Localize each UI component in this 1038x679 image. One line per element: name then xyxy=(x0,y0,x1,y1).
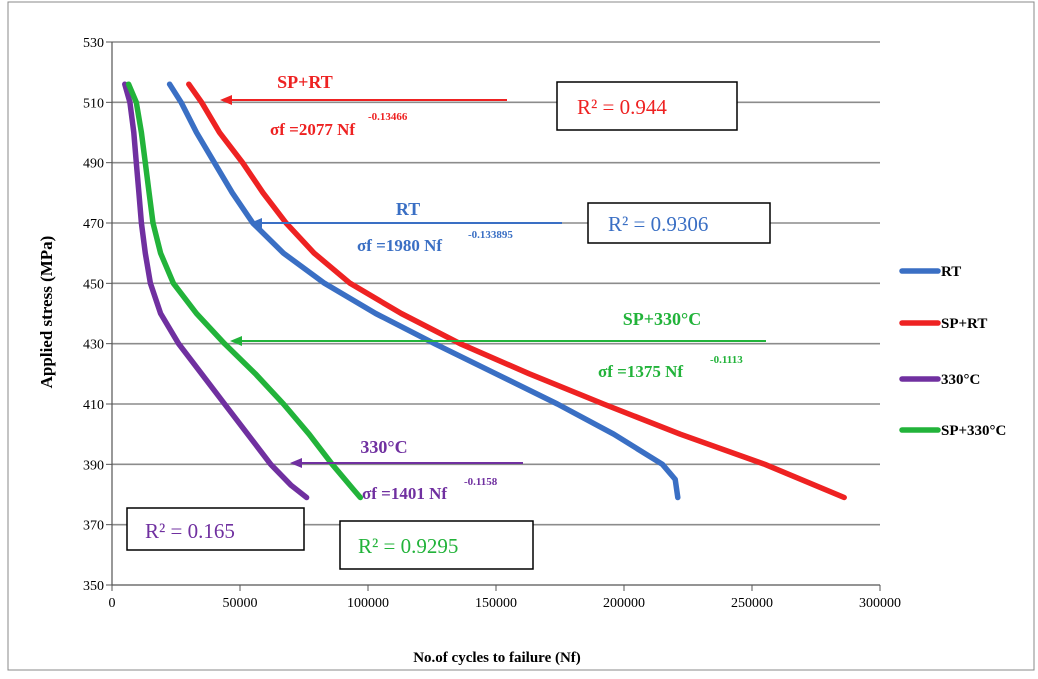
arrow-head xyxy=(290,458,302,468)
legend-item-330-c: 330°C xyxy=(899,372,980,388)
x-axis-label: No.of cycles to failure (Nf) xyxy=(413,650,581,666)
annotation-sp-rt: SP+RT σf =2077 Nf -0.13466 R² = 0.944 xyxy=(220,72,738,139)
axes: 350 370 390 410 430 450 470 490 510 530 0 50000 1000… xyxy=(83,36,901,611)
x-tick-label: 0 xyxy=(109,596,116,611)
y-tick-label: 390 xyxy=(83,458,104,473)
y-tick-label: 530 xyxy=(83,36,104,51)
y-tick-label: 410 xyxy=(83,398,104,413)
r2-value: R² = 0.944 xyxy=(577,95,667,119)
annotation-equation: σf =1375 Nf xyxy=(598,362,683,381)
annotation-equation: σf =1980 Nf xyxy=(357,236,442,255)
x-tick-label: 150000 xyxy=(475,596,517,611)
series-group xyxy=(122,81,847,501)
x-tick-label: 100000 xyxy=(347,596,389,611)
legend-label: SP+330°C xyxy=(941,423,1006,439)
series-line-sp-330-c xyxy=(125,81,364,501)
annotation-label: SP+RT xyxy=(277,72,333,92)
y-tick-label: 430 xyxy=(83,338,104,353)
legend: RT SP+RT 330°C SP+330°C xyxy=(899,264,1006,439)
r2-value: R² = 0.9295 xyxy=(358,534,458,558)
x-tick-label: 300000 xyxy=(859,596,901,611)
r2-box xyxy=(587,202,771,244)
r2-box xyxy=(556,81,738,131)
annotation-label: 330°C xyxy=(360,437,407,457)
y-axis-label: Applied stress (MPa) xyxy=(37,236,56,389)
annotation-label: SP+330°C xyxy=(623,309,701,329)
x-tick-label: 200000 xyxy=(603,596,645,611)
annotation-sp-330-c: SP+330°C σf =1375 Nf -0.1113 R² = 0.9295 xyxy=(230,309,766,570)
annotations-group: SP+RT σf =2077 Nf -0.13466 R² = 0.944 RT σf =… xyxy=(126,72,771,570)
r2-box xyxy=(339,520,534,570)
y-tick-label: 450 xyxy=(83,277,104,292)
arrow-head xyxy=(220,95,232,105)
arrow-head xyxy=(230,336,242,346)
legend-label: SP+RT xyxy=(941,316,987,332)
annotation-exponent: -0.1113 xyxy=(710,354,743,366)
y-tick-label: 470 xyxy=(83,217,104,232)
annotation-exponent: -0.133895 xyxy=(468,229,513,241)
series-line-rt xyxy=(166,81,681,501)
x-tick-label: 50000 xyxy=(223,596,258,611)
r2-box xyxy=(126,507,305,551)
y-tick-label: 510 xyxy=(83,96,104,111)
y-tick-label: 370 xyxy=(83,519,104,534)
legend-label: RT xyxy=(941,264,961,280)
annotation-330-c: 330°C σf =1401 Nf -0.1158 R² = 0.165 xyxy=(126,437,523,551)
series-line-sp-rt xyxy=(186,81,847,501)
legend-item-rt: RT xyxy=(899,264,961,280)
annotation-equation: σf =1401 Nf xyxy=(362,484,447,503)
y-tick-label: 490 xyxy=(83,157,104,172)
annotation-label: RT xyxy=(396,199,420,219)
annotation-rt: RT σf =1980 Nf -0.133895 R² = 0.9306 xyxy=(250,199,771,255)
r2-value: R² = 0.165 xyxy=(145,519,235,543)
annotation-exponent: -0.1158 xyxy=(464,476,498,488)
annotation-exponent: -0.13466 xyxy=(368,111,408,123)
legend-item-sp-330-c: SP+330°C xyxy=(899,423,1006,439)
y-tick-label: 350 xyxy=(83,579,104,594)
r2-value: R² = 0.9306 xyxy=(608,212,708,236)
x-tick-label: 250000 xyxy=(731,596,773,611)
legend-item-sp-rt: SP+RT xyxy=(899,316,987,332)
annotation-equation: σf =2077 Nf xyxy=(270,120,355,139)
arrow-head xyxy=(250,218,262,228)
series-line-330-c xyxy=(122,81,310,501)
legend-label: 330°C xyxy=(941,372,980,388)
